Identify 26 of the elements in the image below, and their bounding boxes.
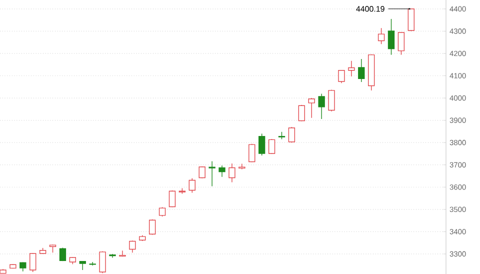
candlestick xyxy=(168,190,176,208)
candlestick xyxy=(99,250,106,274)
candlestick xyxy=(218,165,226,178)
candlestick xyxy=(398,32,405,56)
candlestick xyxy=(188,178,196,194)
candlestick xyxy=(388,18,395,56)
candlestick xyxy=(378,28,385,44)
candlestick xyxy=(158,206,166,217)
candlestick xyxy=(208,160,216,187)
candlestick xyxy=(308,98,315,118)
candlestick xyxy=(148,219,156,236)
candlestick xyxy=(348,60,355,77)
candlestick xyxy=(318,93,325,120)
candlestick xyxy=(228,163,236,183)
candlestick xyxy=(238,163,246,170)
candlestick xyxy=(258,133,266,156)
candlestick xyxy=(338,70,345,84)
candlestick xyxy=(30,252,36,272)
candlestick xyxy=(288,126,296,143)
candlestick xyxy=(129,240,136,253)
candlestick xyxy=(20,262,26,272)
candlestick xyxy=(328,89,335,112)
candlestick xyxy=(358,58,365,82)
candlestick xyxy=(119,250,126,257)
candlestick xyxy=(268,138,276,154)
candlestick xyxy=(59,247,66,262)
